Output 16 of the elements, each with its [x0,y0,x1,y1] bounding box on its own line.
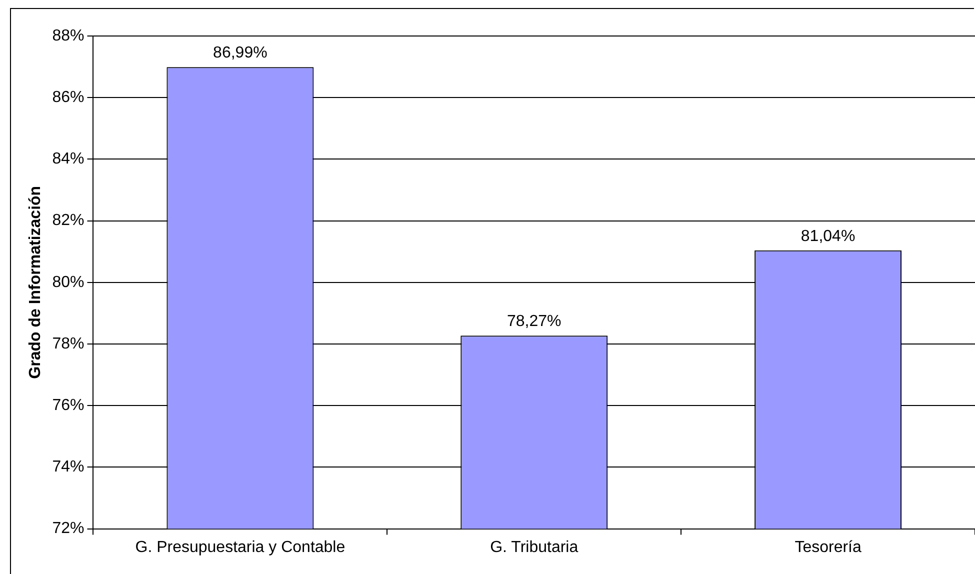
data-label: 78,27% [506,313,562,330]
y-tick-label: 88% [52,27,84,44]
y-tick-label: 74% [52,458,84,476]
y-tick-label: 72% [52,520,84,538]
x-tick-label: G. Presupuestaria y Contable [135,538,346,556]
y-tick-label: 86% [52,89,84,106]
data-label: 86,99% [213,44,268,62]
y-tick-label: 84% [52,150,84,168]
y-tick-label: 78% [52,335,84,352]
y-tick-label: 80% [52,274,84,291]
x-tick-label: G. Tributaria [490,538,578,556]
data-label: 81,04% [800,228,856,245]
x-tick-label: Tesorería [794,538,862,556]
y-tick-label: 76% [52,397,84,414]
y-axis-title: Grado de Informatización [27,186,44,379]
y-tick-label: 82% [52,212,84,230]
